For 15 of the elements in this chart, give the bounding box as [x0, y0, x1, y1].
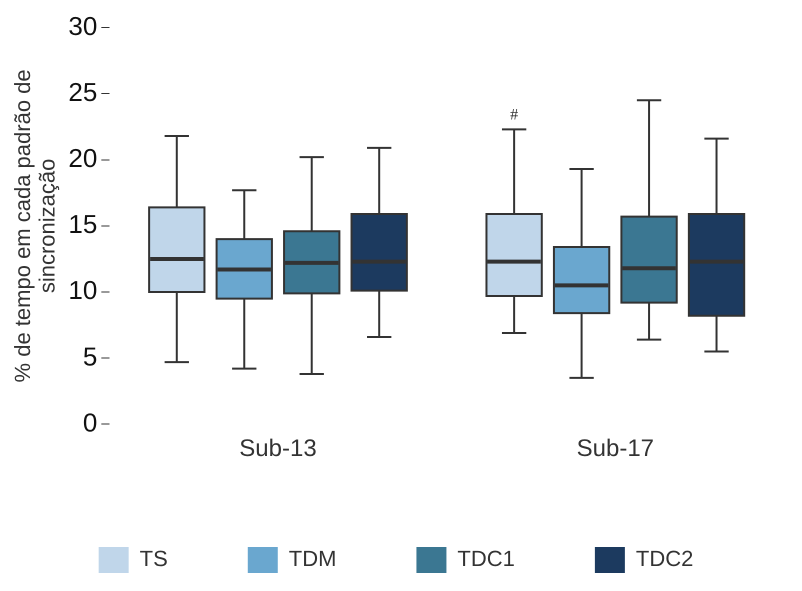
legend-label: TS	[140, 546, 168, 572]
y-axis-title: % de tempo em cada padrão de sincronização	[10, 69, 60, 382]
annotation: #	[510, 106, 518, 124]
y-tick-label: 15	[68, 209, 98, 240]
legend-label: TDM	[288, 546, 336, 572]
y-tick-label: 25	[68, 76, 98, 107]
legend-label: TDC2	[636, 546, 694, 572]
x-tick-label: Sub-17	[576, 435, 654, 462]
legend-label: TDC1	[457, 546, 515, 572]
y-tick-label: 10	[68, 275, 98, 306]
y-tick-label: 20	[68, 142, 98, 173]
x-tick-label: Sub-13	[239, 435, 317, 462]
y-tick-label: 5	[82, 341, 98, 372]
y-tick-label: 0	[82, 407, 98, 438]
y-tick-label: 30	[68, 10, 98, 41]
